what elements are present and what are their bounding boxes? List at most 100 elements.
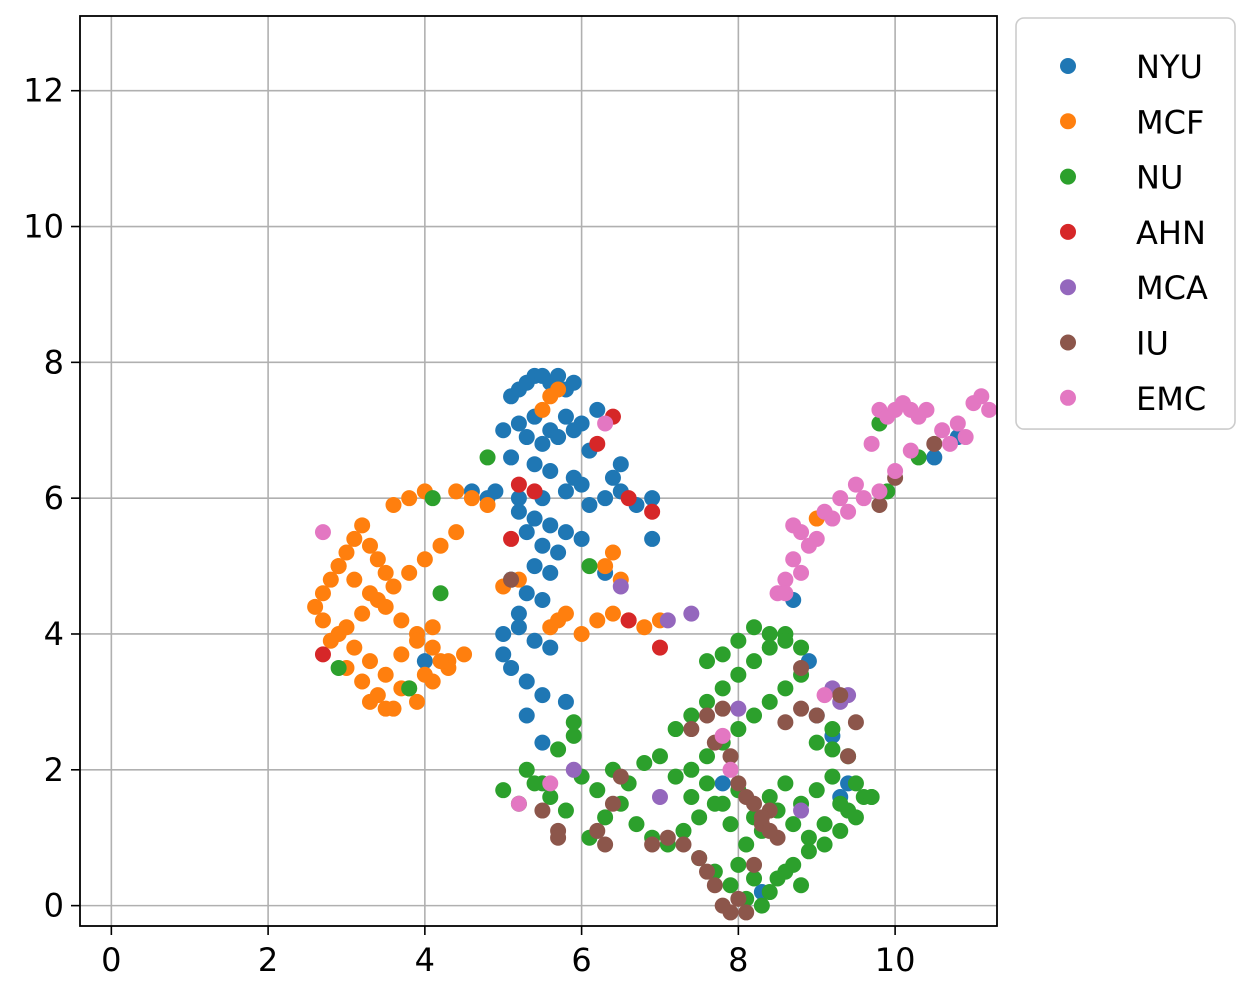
data-point-iu [777, 714, 794, 731]
data-point-nyu [518, 673, 535, 690]
data-point-iu [612, 768, 629, 785]
data-point-mcf [424, 639, 441, 656]
data-point-mcf [361, 693, 378, 710]
data-point-nyu [526, 510, 543, 527]
data-point-mca [659, 612, 676, 629]
data-point-nu [832, 822, 849, 839]
data-point-mcf [550, 381, 567, 398]
data-point-mcf [377, 598, 394, 615]
data-point-nyu [526, 558, 543, 575]
data-point-nu [793, 639, 810, 656]
data-point-emc [793, 564, 810, 581]
data-point-emc [832, 490, 849, 507]
data-point-emc [847, 476, 864, 493]
data-point-nyu [550, 367, 567, 384]
data-point-iu [746, 856, 763, 873]
legend-label-mcf: MCF [1136, 103, 1204, 141]
data-point-emc [722, 761, 739, 778]
data-point-mcf [346, 571, 363, 588]
data-point-nu [557, 802, 574, 819]
data-point-nu [581, 558, 598, 575]
data-point-nu [565, 727, 582, 744]
data-point-nyu [503, 659, 520, 676]
data-point-mcf [557, 605, 574, 622]
data-point-nyu [597, 490, 614, 507]
data-point-mcf [534, 401, 551, 418]
data-point-emc [934, 422, 951, 439]
data-point-mcf [314, 612, 331, 629]
data-point-mcf [393, 612, 410, 629]
legend-marker-iu [1060, 334, 1076, 351]
data-point-nyu [565, 422, 582, 439]
data-point-mcf [369, 551, 386, 568]
data-point-mcf [448, 524, 465, 541]
data-point-iu [691, 850, 708, 867]
data-point-iu [926, 435, 943, 452]
data-point-mcf [346, 639, 363, 656]
data-point-mca [612, 578, 629, 595]
data-point-nu [761, 884, 778, 901]
data-point-mcf [456, 646, 473, 663]
data-point-nyu [534, 592, 551, 609]
legend-marker-mcf [1060, 113, 1076, 130]
legend-marker-nyu [1060, 58, 1076, 74]
data-point-iu [589, 822, 606, 839]
data-point-nu [699, 693, 716, 710]
data-point-mcf [636, 619, 653, 636]
data-point-nyu [714, 775, 731, 792]
data-point-nu [722, 816, 739, 833]
data-point-nyu [926, 449, 943, 466]
data-point-emc [981, 401, 998, 418]
data-point-nu [550, 741, 567, 758]
data-point-nu [761, 625, 778, 642]
data-point-nyu [557, 693, 574, 710]
data-point-emc [808, 530, 825, 547]
data-point-mca [651, 788, 668, 805]
legend-label-emc: EMC [1136, 380, 1206, 418]
data-point-nu [683, 707, 700, 724]
data-point-mcf [409, 632, 426, 649]
legend-marker-mca [1060, 279, 1076, 296]
data-point-mcf [314, 585, 331, 602]
data-point-emc [863, 435, 880, 452]
data-point-nu [753, 897, 770, 914]
data-point-nu [730, 632, 747, 649]
data-point-nu [761, 693, 778, 710]
series-iu [503, 435, 943, 921]
data-point-nu [401, 680, 418, 697]
data-point-iu [706, 877, 723, 894]
y-tick-label: 8 [44, 343, 64, 381]
data-point-emc [973, 388, 990, 405]
data-point-mcf [330, 558, 347, 575]
data-point-nyu [518, 707, 535, 724]
series-ahn [314, 408, 668, 663]
data-point-nyu [573, 476, 590, 493]
legend: NYU MCF NU AHN MCA IU EMC [1015, 17, 1236, 430]
data-point-mcf [377, 700, 394, 717]
data-point-mcf [463, 490, 480, 507]
y-tick-label: 10 [23, 208, 64, 246]
data-point-nu [432, 585, 449, 602]
data-point-nyu [534, 435, 551, 452]
data-point-ahn [526, 483, 543, 500]
series-emc [314, 388, 998, 812]
legend-label-mca: MCA [1136, 269, 1208, 307]
data-point-nu [746, 707, 763, 724]
data-point-iu [761, 822, 778, 839]
data-point-nu [800, 829, 817, 846]
data-point-mcf [354, 673, 371, 690]
data-point-iu [738, 788, 755, 805]
data-point-nu [824, 741, 841, 758]
data-point-nyu [644, 490, 661, 507]
data-point-nyu [581, 496, 598, 513]
plot-area-frame [79, 15, 998, 927]
data-point-mcf [377, 564, 394, 581]
data-point-nu [706, 795, 723, 812]
data-point-nyu [557, 483, 574, 500]
data-point-nu [730, 856, 747, 873]
data-point-nyu [542, 517, 559, 534]
data-point-nu [651, 748, 668, 765]
data-point-iu [738, 904, 755, 921]
data-point-nu [495, 782, 512, 799]
data-point-nu [597, 809, 614, 826]
